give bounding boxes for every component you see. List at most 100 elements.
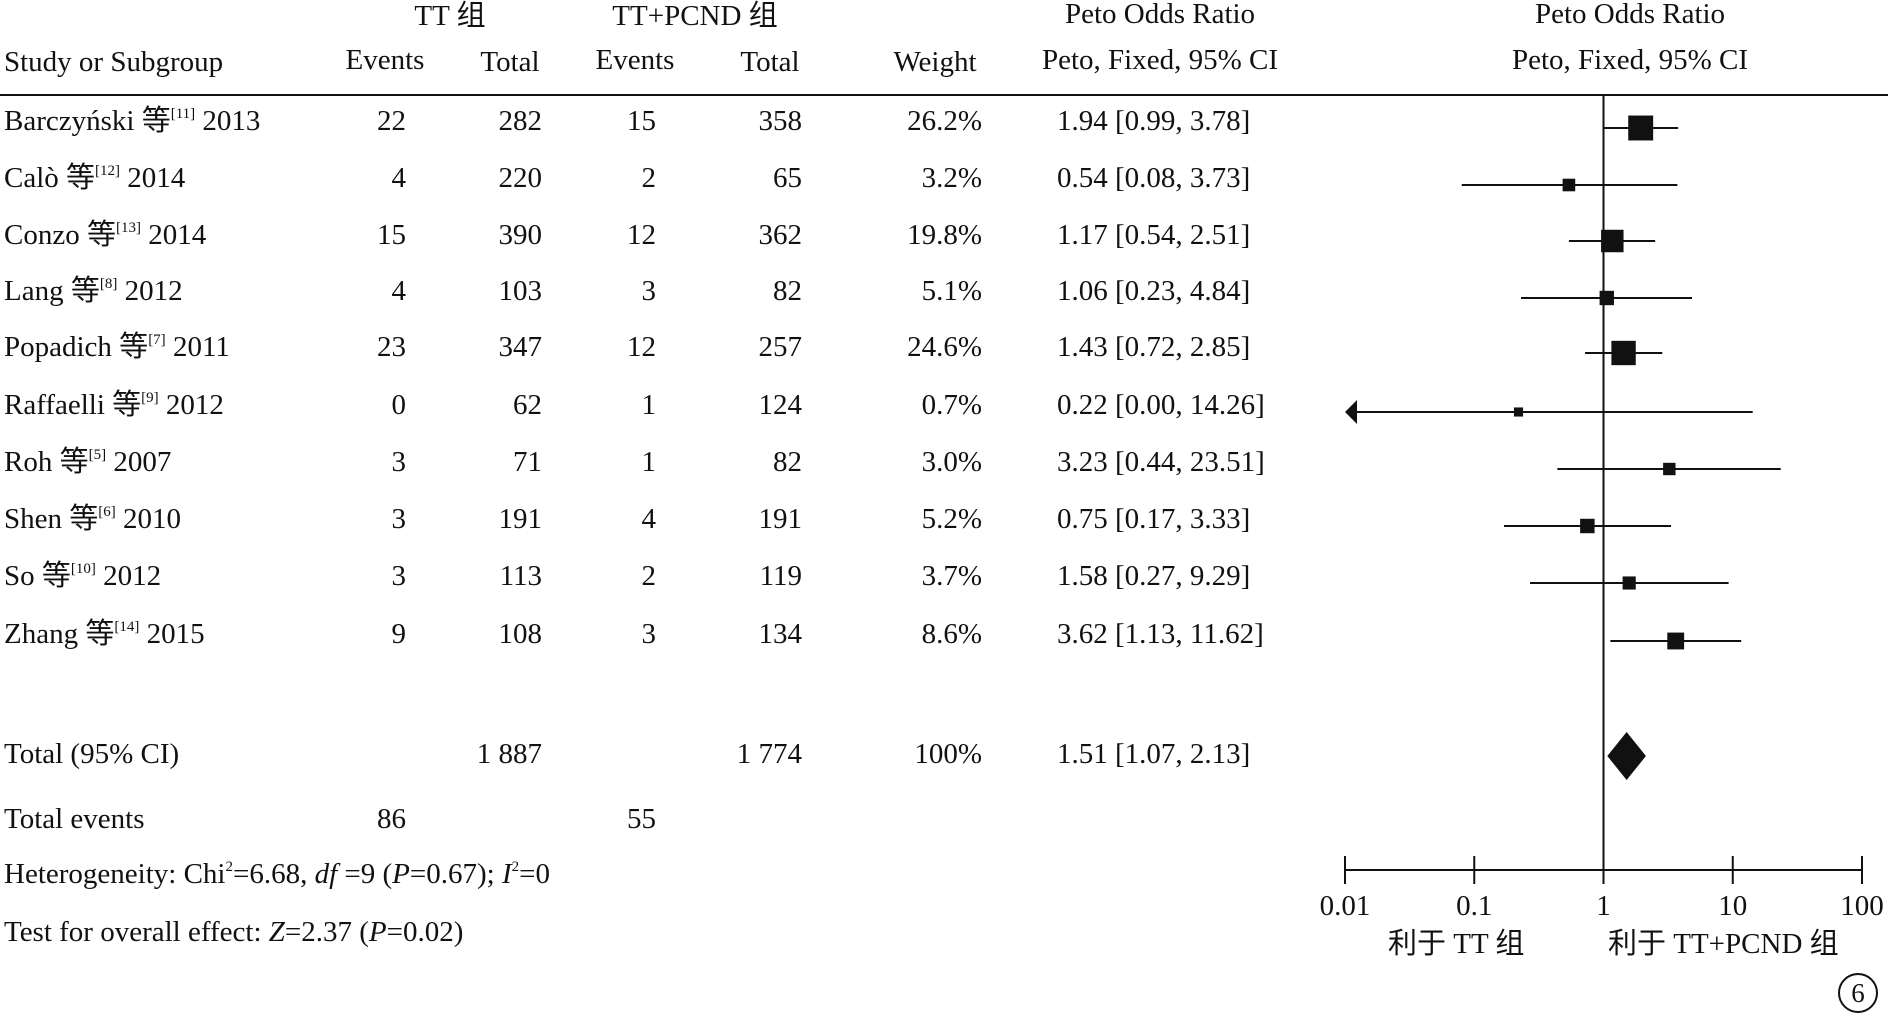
panel-number-badge: 6 <box>1838 973 1878 1013</box>
total1-cell: 71 <box>513 446 542 478</box>
study-ref: [10] <box>70 561 96 577</box>
total-events-label: Total events <box>4 803 145 835</box>
events1-cell: 3 <box>391 560 407 592</box>
overall-effect-text: Test for overall effect: Z=2.37 (P=0.02) <box>4 918 463 947</box>
or-column-subheader-text: Peto, Fixed, 95% CI <box>1041 44 1279 76</box>
point-estimate-square <box>1601 229 1624 253</box>
study-ref: [7] <box>148 332 166 348</box>
ci-cell: 0.22 [0.00, 14.26] <box>1057 389 1265 421</box>
study-year: 2014 <box>120 162 186 194</box>
events2-cell: 3 <box>641 618 657 650</box>
study-name: Calò 等[12] 2014 <box>4 164 185 193</box>
point-estimate-square <box>1663 462 1676 476</box>
het-df: df <box>314 858 338 890</box>
study-author: So 等 <box>4 560 71 592</box>
total-ci: 1.51 [1.07, 2.13] <box>1057 738 1251 770</box>
total1-cell: 113 <box>499 560 542 592</box>
total2-cell: 82 <box>773 275 802 307</box>
study-ref: [13] <box>115 220 141 236</box>
x-tick-label: 10 <box>1718 890 1747 922</box>
study-name: Roh 等[5] 2007 <box>4 448 171 477</box>
ci-cell: 1.94 [0.99, 3.78] <box>1057 105 1251 137</box>
study-name: Lang 等[8] 2012 <box>4 277 183 306</box>
study-year: 2013 <box>195 105 261 137</box>
total-events2: 55 <box>627 803 656 835</box>
total1-cell: 347 <box>498 331 543 363</box>
study-year: 2012 <box>158 389 224 421</box>
overall-part3: =0.02) <box>386 916 464 948</box>
study-year: 2011 <box>165 331 230 363</box>
total2-value: 1 774 <box>736 738 802 770</box>
study-year: 2014 <box>140 219 207 251</box>
events2-cell: 12 <box>627 331 656 363</box>
events1-cell: 3 <box>391 446 407 478</box>
x-tick-label: 0.01 <box>1320 890 1371 922</box>
point-estimate-square <box>1628 115 1654 141</box>
ci-cell: 0.75 [0.17, 3.33] <box>1057 503 1251 535</box>
het-part2: =6.68, <box>232 858 315 890</box>
total-events1: 86 <box>377 803 406 835</box>
weight-cell: 3.7% <box>921 560 982 592</box>
study-year: 2012 <box>117 275 183 307</box>
study-year: 2010 <box>115 503 182 535</box>
weight-cell: 8.6% <box>921 618 982 650</box>
overall-part1: Test for overall effect: <box>4 916 269 948</box>
study-year: 2015 <box>139 618 205 650</box>
events2-cell: 2 <box>641 162 657 194</box>
events1-cell: 9 <box>391 618 407 650</box>
study-ref: [8] <box>99 276 118 292</box>
study-name: Popadich 等[7] 2011 <box>4 333 230 362</box>
weight-header: Weight <box>893 46 977 78</box>
study-name: Shen 等[6] 2010 <box>4 505 181 534</box>
events2-header: Events <box>595 44 675 76</box>
study-ref: [9] <box>141 390 159 406</box>
study-author: Popadich 等 <box>4 331 149 363</box>
favours-right-label: 利于 TT+PCND 组 <box>1608 928 1839 960</box>
total2-cell: 65 <box>773 162 802 194</box>
study-author: Calò 等 <box>4 162 96 194</box>
het-part4: =0.67); <box>409 858 502 890</box>
study-name: So 等[10] 2012 <box>4 562 161 591</box>
group1-header: TT 组 <box>414 0 486 32</box>
or-plot-header: Peto Odds Ratio <box>1534 0 1726 30</box>
total2-cell: 119 <box>759 560 802 592</box>
study-year: 2007 <box>106 446 172 478</box>
x-tick-label: 0.1 <box>1456 890 1492 922</box>
study-author: Barczyński 等 <box>4 105 171 137</box>
ci-cell: 0.54 [0.08, 3.73] <box>1057 162 1251 194</box>
events2-cell: 1 <box>641 389 657 421</box>
total2-cell: 362 <box>758 219 803 251</box>
study-name: Zhang 等[14] 2015 <box>4 620 205 649</box>
events1-cell: 0 <box>391 389 407 421</box>
het-part3: =9 ( <box>337 858 393 890</box>
total1-value: 1 887 <box>476 738 542 770</box>
total-weight: 100% <box>914 738 982 770</box>
weight-cell: 3.2% <box>921 162 982 194</box>
het-part1: Heterogeneity: Chi <box>4 858 226 890</box>
or-column-header: Peto Odds Ratio <box>1064 0 1256 30</box>
het-sup1: 2 <box>225 859 233 875</box>
point-estimate-square <box>1622 576 1636 590</box>
weight-cell: 3.0% <box>921 446 982 478</box>
events1-cell: 23 <box>377 331 406 363</box>
x-tick-label: 1 <box>1596 890 1611 922</box>
total1-cell: 390 <box>498 219 543 251</box>
point-estimate-square <box>1667 632 1685 650</box>
study-author: Conzo 等 <box>4 219 116 251</box>
het-sup2: 2 <box>511 859 520 875</box>
study-ref: [11] <box>170 106 196 122</box>
events2-cell: 1 <box>641 446 657 478</box>
weight-cell: 5.1% <box>921 275 982 307</box>
pooled-diamond <box>1607 732 1646 780</box>
ci-cell: 1.58 [0.27, 9.29] <box>1057 560 1251 592</box>
or-column-subheader: Peto, Fixed, 95% CI <box>1010 46 1310 75</box>
weight-cell: 5.2% <box>921 503 982 535</box>
study-name: Raffaelli 等[9] 2012 <box>4 391 224 420</box>
het-i: I <box>501 858 512 890</box>
point-estimate-square <box>1513 407 1524 417</box>
x-tick-label: 100 <box>1840 890 1884 922</box>
group2-header: TT+PCND 组 <box>612 0 778 32</box>
study-ref: [6] <box>98 504 116 520</box>
ci-cell: 1.43 [0.72, 2.85] <box>1057 331 1251 363</box>
